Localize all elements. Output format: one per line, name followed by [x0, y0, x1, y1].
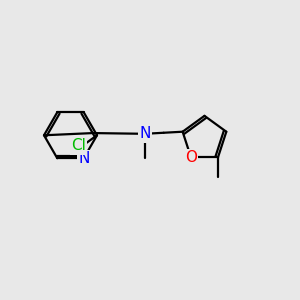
- Text: O: O: [185, 150, 197, 165]
- Text: N: N: [139, 126, 150, 141]
- Text: N: N: [78, 151, 89, 166]
- Text: Cl: Cl: [71, 138, 86, 153]
